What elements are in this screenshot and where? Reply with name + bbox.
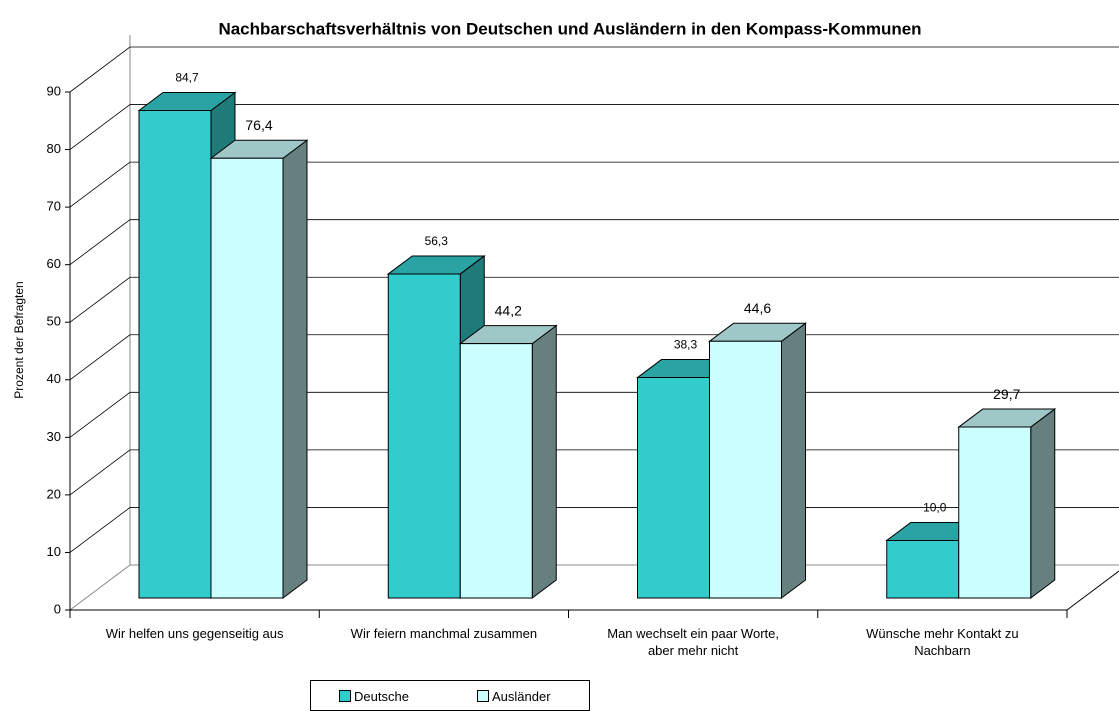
value-label: 10,0 [923, 501, 947, 515]
bar-front [958, 426, 1032, 599]
legend-item: Deutsche [339, 689, 409, 704]
bar-front [387, 273, 461, 599]
bar-side [1030, 408, 1056, 599]
value-label: 56,3 [425, 234, 449, 248]
bar [957, 408, 1057, 599]
legend-swatch [477, 690, 489, 702]
y-axis-label: Prozent der Befragten [12, 281, 26, 398]
y-tick-label: 20 [47, 486, 61, 501]
x-tick-label: Wünsche mehr Kontakt zu Nachbarn [866, 626, 1019, 658]
x-tick-label: Man wechselt ein paar Worte, aber mehr n… [607, 626, 779, 658]
y-tick-label: 90 [47, 83, 61, 98]
bar-side [781, 322, 806, 599]
bar-front [709, 340, 782, 599]
bar-front [138, 110, 212, 599]
y-tick-label: 0 [54, 601, 61, 616]
legend: Deutsche Ausländer [310, 680, 590, 711]
legend-swatch [339, 690, 351, 702]
bar [209, 139, 309, 599]
value-label: 76,4 [245, 117, 272, 133]
y-tick-label: 80 [47, 141, 61, 156]
floor-edge [1066, 570, 1119, 611]
bar-side [282, 139, 308, 599]
grid-line [69, 46, 1119, 93]
bar [708, 322, 807, 599]
value-label: 44,6 [744, 300, 771, 316]
y-tick-label: 60 [47, 256, 61, 271]
bar [458, 324, 558, 599]
y-tick-label: 10 [47, 544, 61, 559]
bar-front [210, 157, 284, 599]
bar-front [886, 539, 960, 599]
value-label: 38,3 [674, 338, 698, 352]
grid-line [69, 276, 1119, 323]
grid-line [69, 161, 1119, 208]
value-label: 44,2 [495, 302, 522, 318]
bar-front [459, 343, 533, 599]
bar-front [637, 377, 710, 599]
legend-label: Deutsche [354, 689, 409, 704]
legend-label: Ausländer [492, 689, 551, 704]
legend-item: Ausländer [477, 689, 551, 704]
value-label: 29,7 [993, 386, 1020, 402]
y-tick-label: 50 [47, 314, 61, 329]
grid-line [69, 104, 1119, 150]
x-tick-label: Wir helfen uns gegenseitig aus [105, 626, 284, 641]
value-label: 84,7 [175, 71, 199, 85]
y-tick-label: 70 [47, 199, 61, 214]
chart-title: Nachbarschaftsverhältnis von Deutschen u… [218, 19, 921, 38]
grid-line [69, 219, 1119, 265]
bar-side [531, 324, 557, 599]
y-tick-label: 30 [47, 429, 61, 444]
x-tick-label: Wir feiern manchmal zusammen [350, 626, 538, 641]
y-tick-label: 40 [47, 371, 61, 386]
